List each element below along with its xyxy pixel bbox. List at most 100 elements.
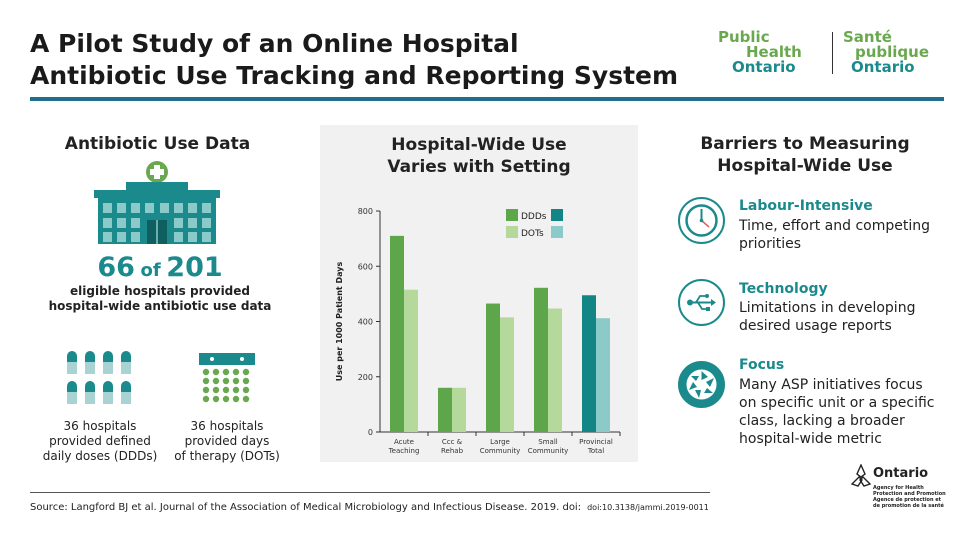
title-line-1: A Pilot Study of an Online Hospital [30,29,519,58]
agency-line: de promotion de la santé [873,503,944,509]
agency-line: Agency for Health [873,485,924,491]
caption-line-2: hospital-wide antibiotic use data [48,299,272,313]
y-axis-label: Use per 1000 Patient Days [335,262,344,382]
barrier-text-line: on specific unit or a specific [739,395,935,411]
aperture-icon [678,361,725,408]
barrier-text-line: Many ASP initiatives focus [739,377,923,393]
caption-line-1: eligible hospitals provided [70,284,250,298]
logo-fr-line-3: Ontario [851,58,915,76]
bar-ddd [390,235,404,432]
agency-line: Agence de protection et [873,497,942,503]
y-tick-label: 400 [358,318,373,327]
x-tick-label: Total [587,447,604,455]
hospital-icon [94,161,220,244]
clock-icon [678,197,725,244]
barrier-text-focus: Many ASP initiatives focus on specific u… [739,376,949,448]
chart-title: Hospital-Wide Use Varies with Setting [320,134,638,178]
legend-label-ddd: DDDs [521,212,547,222]
chart-panel: Hospital-Wide Use Varies with Setting 0 2… [320,125,638,462]
barrier-text-line: class, lacking a broader [739,413,905,429]
hospitals-stat-caption: eligible hospitals provided hospital-wid… [30,284,290,314]
y-tick-label: 600 [358,262,373,271]
barrier-text-line: priorities [739,236,802,252]
x-tick-label: Acute [394,438,414,446]
ddd-line-1: 36 hospitals [63,419,137,433]
bar-ddd [582,295,596,432]
x-tick-label: Small [538,438,557,446]
logo-french: Santé publique Ontario [843,30,929,75]
agency-name: Agency for Health Protection and Promoti… [873,485,953,509]
barrier-text-line: Time, effort and competing [739,218,931,234]
x-tick-label: Provincial [579,438,613,446]
usb-icon [678,279,725,326]
of-word: of [140,260,161,281]
logo-fr-line-2: publique [855,43,930,61]
legend-swatch-ddd [506,209,518,221]
bar-dot [404,289,418,432]
source-citation: Source: Langford BJ et al. Journal of th… [30,502,709,513]
barrier-text-line: Limitations in developing [739,300,916,316]
dot-line-1: 36 hospitals [190,419,264,433]
barriers-heading-line-1: Barriers to Measuring [700,134,910,154]
dot-stat: 36 hospitals provided days of therapy (D… [162,419,292,464]
ddd-stat: 36 hospitals provided defined daily dose… [35,419,165,464]
y-tick-label: 200 [358,373,373,382]
logo-en-line-3: Ontario [732,58,796,76]
ddd-line-3: daily doses (DDDs) [42,449,158,463]
barrier-title-focus: Focus [739,357,785,373]
legend-swatch-ddd-total [551,209,563,221]
legend-label-dot: DOTs [521,229,544,239]
x-tick-label: Ccc & [442,438,463,446]
page-title: A Pilot Study of an Online Hospital Anti… [30,28,678,92]
bar-ddd [534,287,548,432]
trillium-icon [850,464,872,487]
calendar-icon [199,353,255,403]
agency-line: Protection and Promotion [873,491,946,497]
barrier-title-labour: Labour-Intensive [739,198,873,214]
public-health-ontario-logo: Public Health Ontario Santé publique Ont… [718,30,948,80]
legend-swatch-dot [506,226,518,238]
barriers-heading-line-2: Hospital-Wide Use [717,156,893,176]
logo-english: Public Health Ontario [718,30,802,75]
ontario-wordmark: Ontario [873,466,929,481]
bar-dot [452,387,466,432]
bar-dot [500,317,514,432]
barrier-text-line: desired usage reports [739,318,892,334]
x-tick-label: Community [480,447,521,455]
chart-title-line-1: Hospital-Wide Use [391,135,567,155]
barrier-text-line: hospital-wide metric [739,431,882,447]
x-tick-label: Large [490,438,510,446]
ddd-line-2: provided defined [49,434,151,448]
header-rule [30,97,944,101]
chart-title-line-2: Varies with Setting [387,157,571,177]
logo-en-line-1: Public [718,28,770,46]
y-tick-label: 0 [368,428,373,437]
bar-ddd [438,387,452,432]
y-tick-label: 800 [358,207,373,216]
hospitals-stat: 66 of 201 [30,252,290,283]
legend-swatch-dot-total [551,226,563,238]
x-tick-label: Teaching [388,447,420,455]
bar-chart: 0 200 400 600 800 Use per 1000 Patient Days Ac… [335,207,621,455]
barriers-heading: Barriers to Measuring Hospital-Wide Use [680,133,930,177]
dot-line-2: provided days [184,434,270,448]
logo-fr-line-1: Santé [843,28,892,46]
bar-dot [548,308,562,432]
hospital-total: 201 [166,252,223,283]
barrier-text-technology: Limitations in developing desired usage … [739,299,949,335]
antibiotic-use-heading: Antibiotic Use Data [64,134,251,154]
pills-icon [67,351,131,404]
footer-rule [30,492,710,493]
barrier-title-technology: Technology [739,281,828,297]
barrier-text-labour: Time, effort and competing priorities [739,217,949,253]
doi-link[interactable]: doi:10.3138/jammi.2019-0011 [587,503,709,512]
dot-line-3: of therapy (DOTs) [174,449,280,463]
logo-en-line-2: Health [746,43,802,61]
bar-dot [596,318,610,432]
source-text: Source: Langford BJ et al. Journal of th… [30,502,582,513]
bar-ddd [486,303,500,432]
hospital-count: 66 [97,252,135,283]
title-line-2: Antibiotic Use Tracking and Reporting Sy… [30,61,679,90]
x-tick-label: Community [528,447,569,455]
logo-divider [832,32,833,74]
